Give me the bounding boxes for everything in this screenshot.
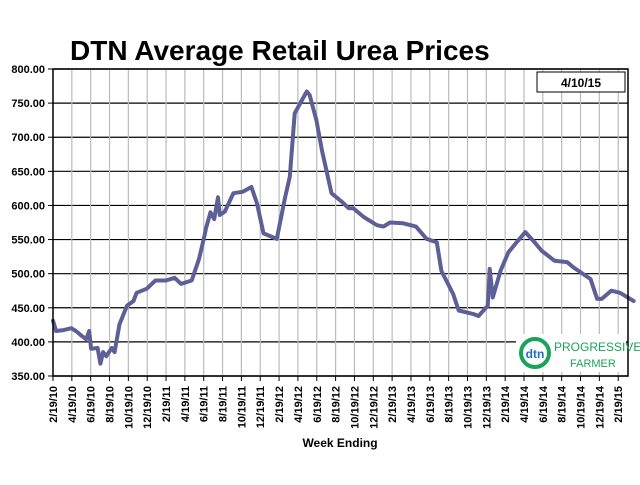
svg-text:dtn: dtn [526,347,545,361]
x-tick-label: 10/19/12 [349,386,361,429]
x-tick-label: 12/19/12 [368,386,380,429]
x-tick-label: 8/19/10 [105,386,117,423]
x-tick-label: 10/19/10 [123,386,135,429]
x-tick-label: 12/19/14 [594,385,606,429]
x-tick-label: 2/19/15 [613,386,625,423]
x-tick-label: 10/19/14 [576,385,588,429]
x-tick-label: 6/19/11 [199,386,211,422]
x-tick-label: 12/19/11 [255,386,267,428]
x-tick-label: 6/19/14 [538,385,550,423]
x-tick-label: 4/19/12 [293,386,305,423]
date-box-label: 4/10/15 [561,76,601,90]
x-tick-label: 6/19/10 [86,386,98,423]
grid [53,68,628,377]
x-tick-label: 6/19/12 [312,386,324,423]
x-tick-label: 8/19/11 [218,386,230,422]
x-tick-label: 10/19/13 [462,386,474,429]
x-tick-label: 12/19/10 [142,386,154,429]
x-tick-label: 6/19/13 [425,386,437,423]
x-tick-label: 4/19/13 [406,386,418,423]
y-tick-label: 400.00 [11,337,45,349]
x-tick-label: 8/19/14 [557,385,569,423]
y-axis: 350.00 400.00 450.00 500.00 550.00 600.00 650.… [11,64,53,383]
x-tick-label: 4/19/10 [67,386,79,423]
x-tick-label: 2/19/10 [48,386,60,423]
x-tick-label: 8/19/13 [444,386,456,423]
chart-title: DTN Average Retail Urea Prices [70,35,490,66]
y-tick-label: 650.00 [11,166,45,178]
x-tick-label: 2/19/11 [161,386,173,422]
x-tick-label: 4/19/11 [180,386,192,422]
dtn-progressive-farmer-logo: dtn PROGRESSIVE FARMER [516,334,640,372]
x-tick-label: 2/19/14 [500,385,512,423]
svg-text:PROGRESSIVE: PROGRESSIVE [554,340,640,354]
y-tick-label: 350.00 [11,371,45,383]
x-tick-label: 2/19/12 [274,386,286,423]
x-tick-label: 8/19/12 [331,386,343,423]
y-tick-label: 800.00 [11,64,45,76]
y-tick-label: 550.00 [11,235,45,247]
date-box: 4/10/15 [536,71,626,93]
x-tick-label: 12/19/13 [481,386,493,429]
y-tick-label: 700.00 [11,132,45,144]
y-tick-label: 450.00 [11,303,45,315]
series-line [51,89,636,366]
svg-text:FARMER: FARMER [570,358,616,370]
x-axis-label: Week Ending [302,436,377,450]
x-axis: 2/19/10 4/19/10 6/19/10 8/19/10 10/19/10 12/1… [48,376,625,429]
plot-border [52,68,629,377]
x-tick-label: 4/19/14 [519,385,531,423]
x-tick-label: 2/19/13 [387,386,399,423]
y-tick-label: 600.00 [11,200,45,212]
y-tick-label: 750.00 [11,98,45,110]
y-tick-label: 500.00 [11,269,45,281]
x-tick-label: 10/19/11 [236,386,248,428]
